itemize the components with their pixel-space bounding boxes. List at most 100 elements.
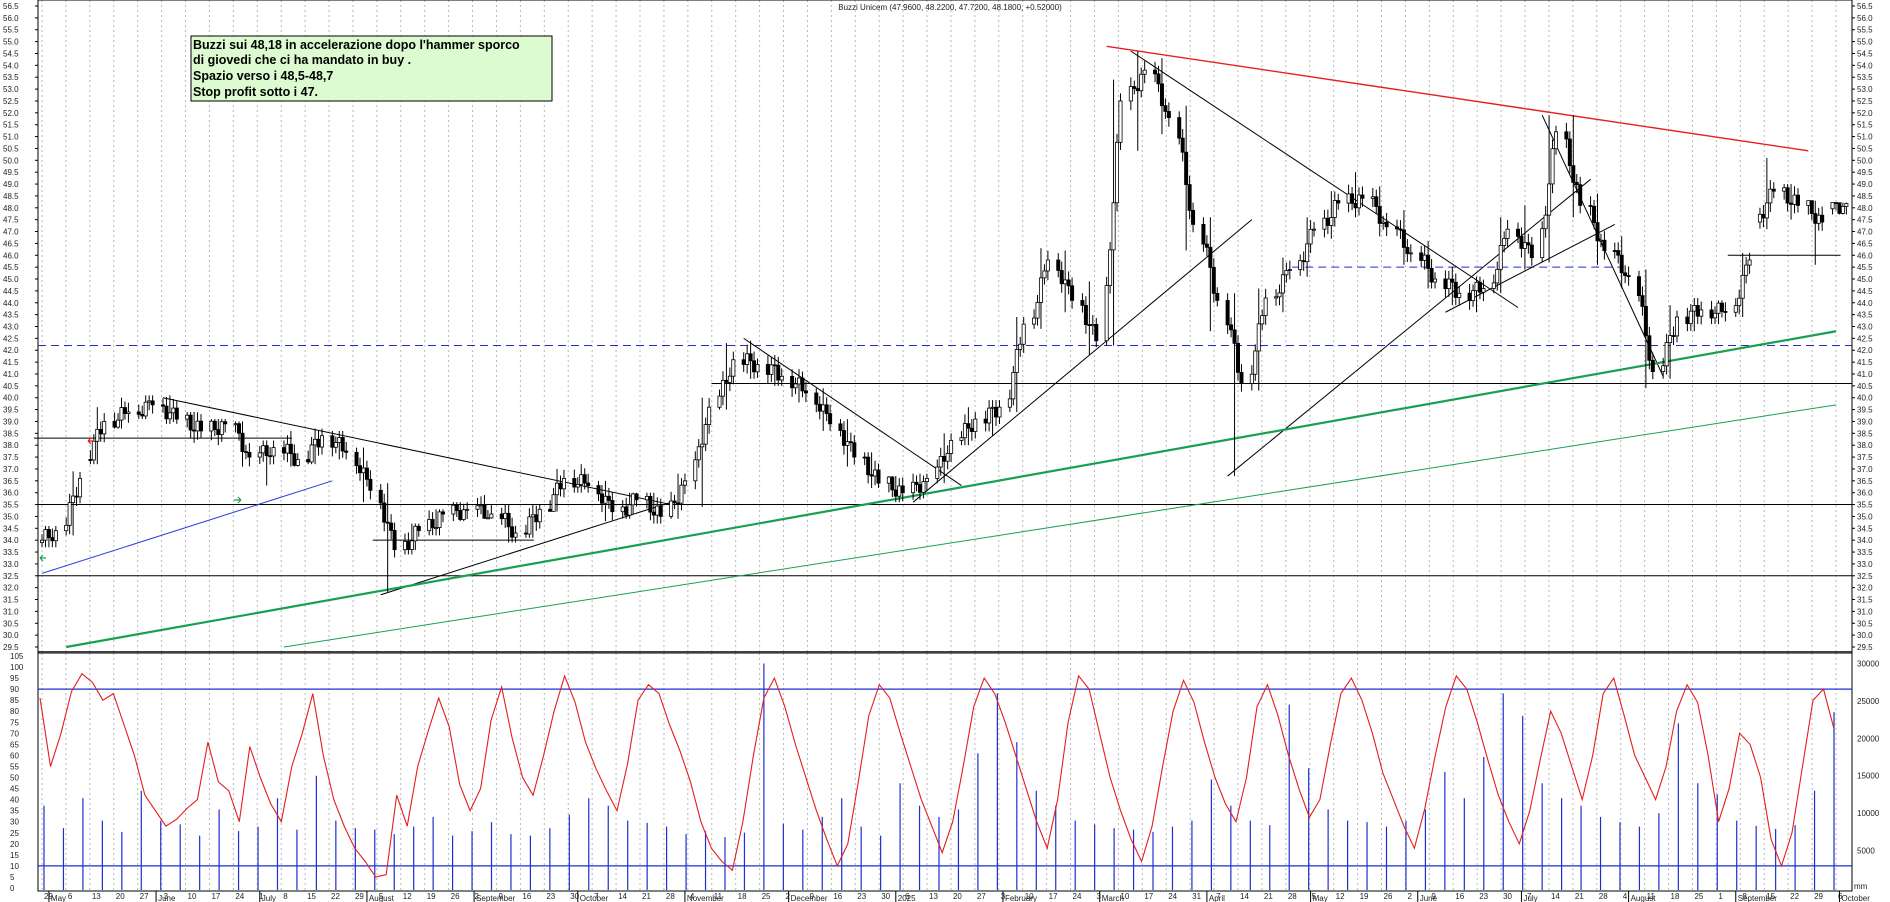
price-tick-label: 34.5 [1857,524,1873,533]
candle-body [95,428,100,442]
candle-body [1159,83,1164,107]
candle-body [586,482,591,486]
candle-body [924,478,929,483]
candle-body [700,443,705,448]
candle-body [292,453,297,466]
price-tick-label: 52.0 [3,109,19,118]
price-tick-label: 37.5 [1857,453,1873,462]
candle-body [1298,260,1303,270]
candle-body [1374,196,1379,207]
price-tick-label: 42.5 [1857,334,1873,343]
candle-body [1401,229,1406,248]
candle-body [454,504,459,511]
date-day-label: 9 [498,892,503,901]
price-tick-label: 45.0 [1857,275,1873,284]
candle-body [655,505,660,516]
candle-body [745,353,750,365]
candle-body [1471,290,1476,302]
price-tick-label: 47.5 [3,216,19,225]
price-tick-label: 32.5 [3,572,19,581]
date-day-label: 25 [762,892,771,901]
candle-body [1419,252,1424,261]
price-tick-label: 56.0 [1857,14,1873,23]
date-day-label: 1 [259,892,264,901]
date-day-label: 4 [690,892,695,901]
oscillator-tick-label: 20 [10,840,19,849]
candle-body [1191,210,1196,225]
date-day-label: 8 [1742,892,1747,901]
oscillator-tick-label: 5 [10,873,15,882]
candle-body [741,359,746,365]
price-tick-label: 42.5 [3,334,19,343]
price-tick-label: 41.5 [1857,358,1873,367]
date-day-label: 22 [1790,892,1799,901]
price-tick-label: 47.0 [1857,228,1873,237]
oscillator-tick-label: 30 [10,818,19,827]
date-day-label: 2 [1407,892,1412,901]
candle-body [240,432,245,452]
candle-body [793,383,798,389]
candle-body [1443,278,1448,290]
candle-body [1592,205,1597,223]
candle-body [1740,274,1745,299]
price-tick-label: 48.5 [3,192,19,201]
candle-body [1519,236,1524,249]
date-day-label: 18 [1671,892,1680,901]
candle-body [1595,222,1600,242]
candle-body [1737,297,1742,307]
date-day-label: 17 [1144,892,1153,901]
candle-body [962,423,967,439]
date-day-label: 17 [1049,892,1058,901]
volume-tick-label: 25000 [1857,697,1880,706]
price-tick-label: 48.0 [1857,204,1873,213]
price-tick-label: 52.5 [1857,97,1873,106]
candle-body [779,375,784,381]
candle-body [1522,242,1527,249]
candle-body [634,493,639,501]
candle-body [1381,221,1386,224]
candle-body [966,423,971,429]
candle-body [669,500,674,517]
date-day-label: 5 [1312,892,1317,901]
date-day-label: 16 [522,892,531,901]
candle-body [1128,86,1133,102]
candle-body [1325,217,1330,226]
candle-body [247,451,252,458]
volume-tick-label: 15000 [1857,772,1880,781]
candle-body [119,407,124,421]
candle-body [1709,309,1714,319]
candle-body [489,513,494,519]
candle-body [122,407,127,414]
oscillator-tick-label: 10 [10,862,19,871]
candle-body [475,505,480,510]
candle-body [1540,228,1545,259]
date-day-label: 21 [642,892,651,901]
date-day-label: 10 [1025,892,1034,901]
date-day-label: 8 [283,892,288,901]
candle-body [185,414,190,420]
price-tick-label: 36.5 [1857,477,1873,486]
candle-body [1550,148,1555,185]
candle-body [140,413,145,417]
candle-body [1308,228,1313,245]
price-tick-label: 43.0 [3,323,19,332]
price-axis-left: 56.5 56.0 55.5 55.0 54.5 54.0 53.5 53.0 52.5 52.0… [3,2,38,652]
price-tick-label: 32.5 [1857,572,1873,581]
date-day-label: 15 [1766,892,1775,901]
candle-body [1038,277,1043,303]
candle-body [994,406,999,418]
candle-body [71,495,76,504]
price-tick-label: 36.5 [3,477,19,486]
price-tick-label: 52.5 [3,97,19,106]
candle-body [1495,268,1500,284]
candle-body [1156,73,1161,85]
candle-body [921,481,926,493]
date-month-label: August [369,894,395,902]
candle-body [534,514,539,523]
candle-body [67,502,72,526]
candle-body [803,390,808,394]
candle-body [1118,100,1123,143]
candle-body [1834,202,1839,204]
chart-title: Buzzi Unicem (47.9600, 48.2200, 47.7200,… [838,3,1062,12]
candle-body [1757,213,1762,223]
